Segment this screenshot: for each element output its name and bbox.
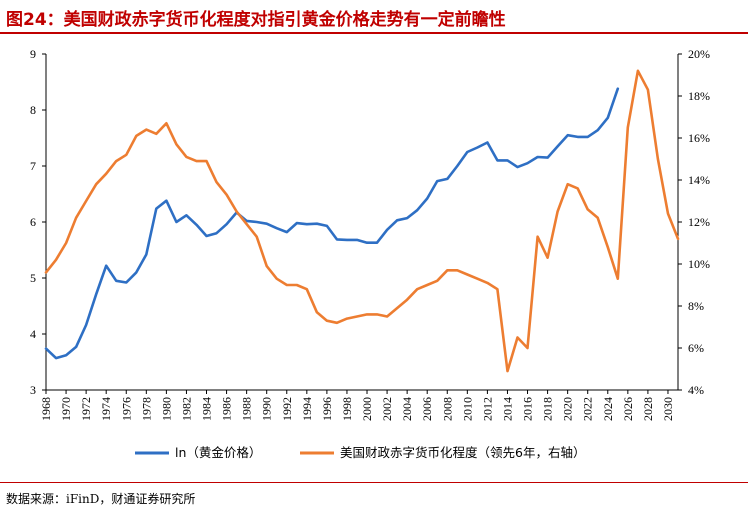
x-tick-label: 2004 — [400, 397, 414, 421]
x-tick-label: 2026 — [621, 397, 635, 421]
right-tick-label: 8% — [688, 299, 704, 313]
x-tick-label: 1970 — [59, 397, 73, 421]
x-tick-label: 1978 — [139, 397, 153, 421]
x-tick-label: 2000 — [360, 397, 374, 421]
chart: 3 4 5 6 7 8 9 4% 6% 8% 10% 12% 14% 16% 18% 20% 1968 197… — [30, 47, 710, 460]
x-tick-label: 1986 — [220, 397, 234, 421]
series-line-ln-gold — [44, 87, 620, 360]
right-axis: 4% 6% 8% 10% 12% 14% 16% 18% 20% — [678, 47, 710, 397]
series-layer — [44, 69, 680, 373]
x-axis: 1968 1970 1972 1974 1976 1978 1980 1982 1984 1986… — [39, 390, 675, 421]
left-tick-label: 5 — [30, 271, 36, 285]
x-tick-label: 1980 — [159, 397, 173, 421]
x-tick-label: 2010 — [460, 397, 474, 421]
x-tick-label: 1992 — [280, 397, 294, 421]
x-tick-label: 2016 — [521, 397, 535, 421]
x-tick-label: 2030 — [661, 397, 675, 421]
x-tick-label: 1988 — [240, 397, 254, 421]
x-tick-label: 2022 — [581, 397, 595, 421]
x-tick-label: 1982 — [179, 397, 193, 421]
right-tick-label: 16% — [688, 131, 710, 145]
x-tick-label: 1974 — [99, 397, 113, 421]
source-bar: 数据来源：iFinD，财通证券研究所 — [0, 482, 748, 511]
x-tick-label: 1994 — [300, 397, 314, 421]
x-tick-label: 2008 — [440, 397, 454, 421]
left-axis: 3 4 5 6 7 8 9 — [30, 47, 46, 397]
x-tick-label: 2018 — [541, 397, 555, 421]
x-tick-label: 1968 — [39, 397, 53, 421]
plot-frame — [45, 54, 679, 391]
left-tick-label: 6 — [30, 215, 36, 229]
right-tick-label: 12% — [688, 215, 710, 229]
x-tick-label: 1972 — [79, 397, 93, 421]
series-line-deficit-monetization — [44, 69, 680, 373]
left-tick-label: 3 — [30, 383, 36, 397]
left-tick-label: 7 — [30, 159, 36, 173]
x-tick-label: 1996 — [320, 397, 334, 421]
x-tick-label: 2002 — [380, 397, 394, 421]
x-tick-label: 1998 — [340, 397, 354, 421]
left-tick-label: 4 — [30, 327, 36, 341]
x-tick-label: 1984 — [200, 397, 214, 421]
title-bar: 图24：美国财政赤字货币化程度对指引黄金价格走势有一定前瞻性 — [0, 0, 748, 34]
right-tick-label: 14% — [688, 173, 710, 187]
left-tick-label: 8 — [30, 103, 36, 117]
right-tick-label: 6% — [688, 341, 704, 355]
right-tick-label: 10% — [688, 257, 710, 271]
page-title: 图24：美国财政赤字货币化程度对指引黄金价格走势有一定前瞻性 — [6, 10, 506, 30]
x-tick-label: 1976 — [119, 397, 133, 421]
x-tick-label: 2024 — [601, 397, 615, 421]
x-tick-label: 2028 — [641, 397, 655, 421]
x-tick-label: 1990 — [260, 397, 274, 421]
legend: ln（黄金价格） 美国财政赤字货币化程度（领先6年，右轴） — [135, 445, 585, 460]
left-tick-label: 9 — [30, 47, 36, 61]
source-note: 数据来源：iFinD，财通证券研究所 — [6, 492, 196, 506]
x-tick-label: 2006 — [420, 397, 434, 421]
x-tick-label: 2020 — [561, 397, 575, 421]
right-tick-label: 4% — [688, 383, 704, 397]
right-tick-label: 18% — [688, 89, 710, 103]
x-tick-label: 2014 — [500, 397, 514, 421]
right-tick-label: 20% — [688, 47, 710, 61]
legend-label-deficit: 美国财政赤字货币化程度（领先6年，右轴） — [340, 445, 585, 460]
legend-label-ln-gold: ln（黄金价格） — [175, 445, 261, 460]
x-tick-label: 2012 — [480, 397, 494, 421]
